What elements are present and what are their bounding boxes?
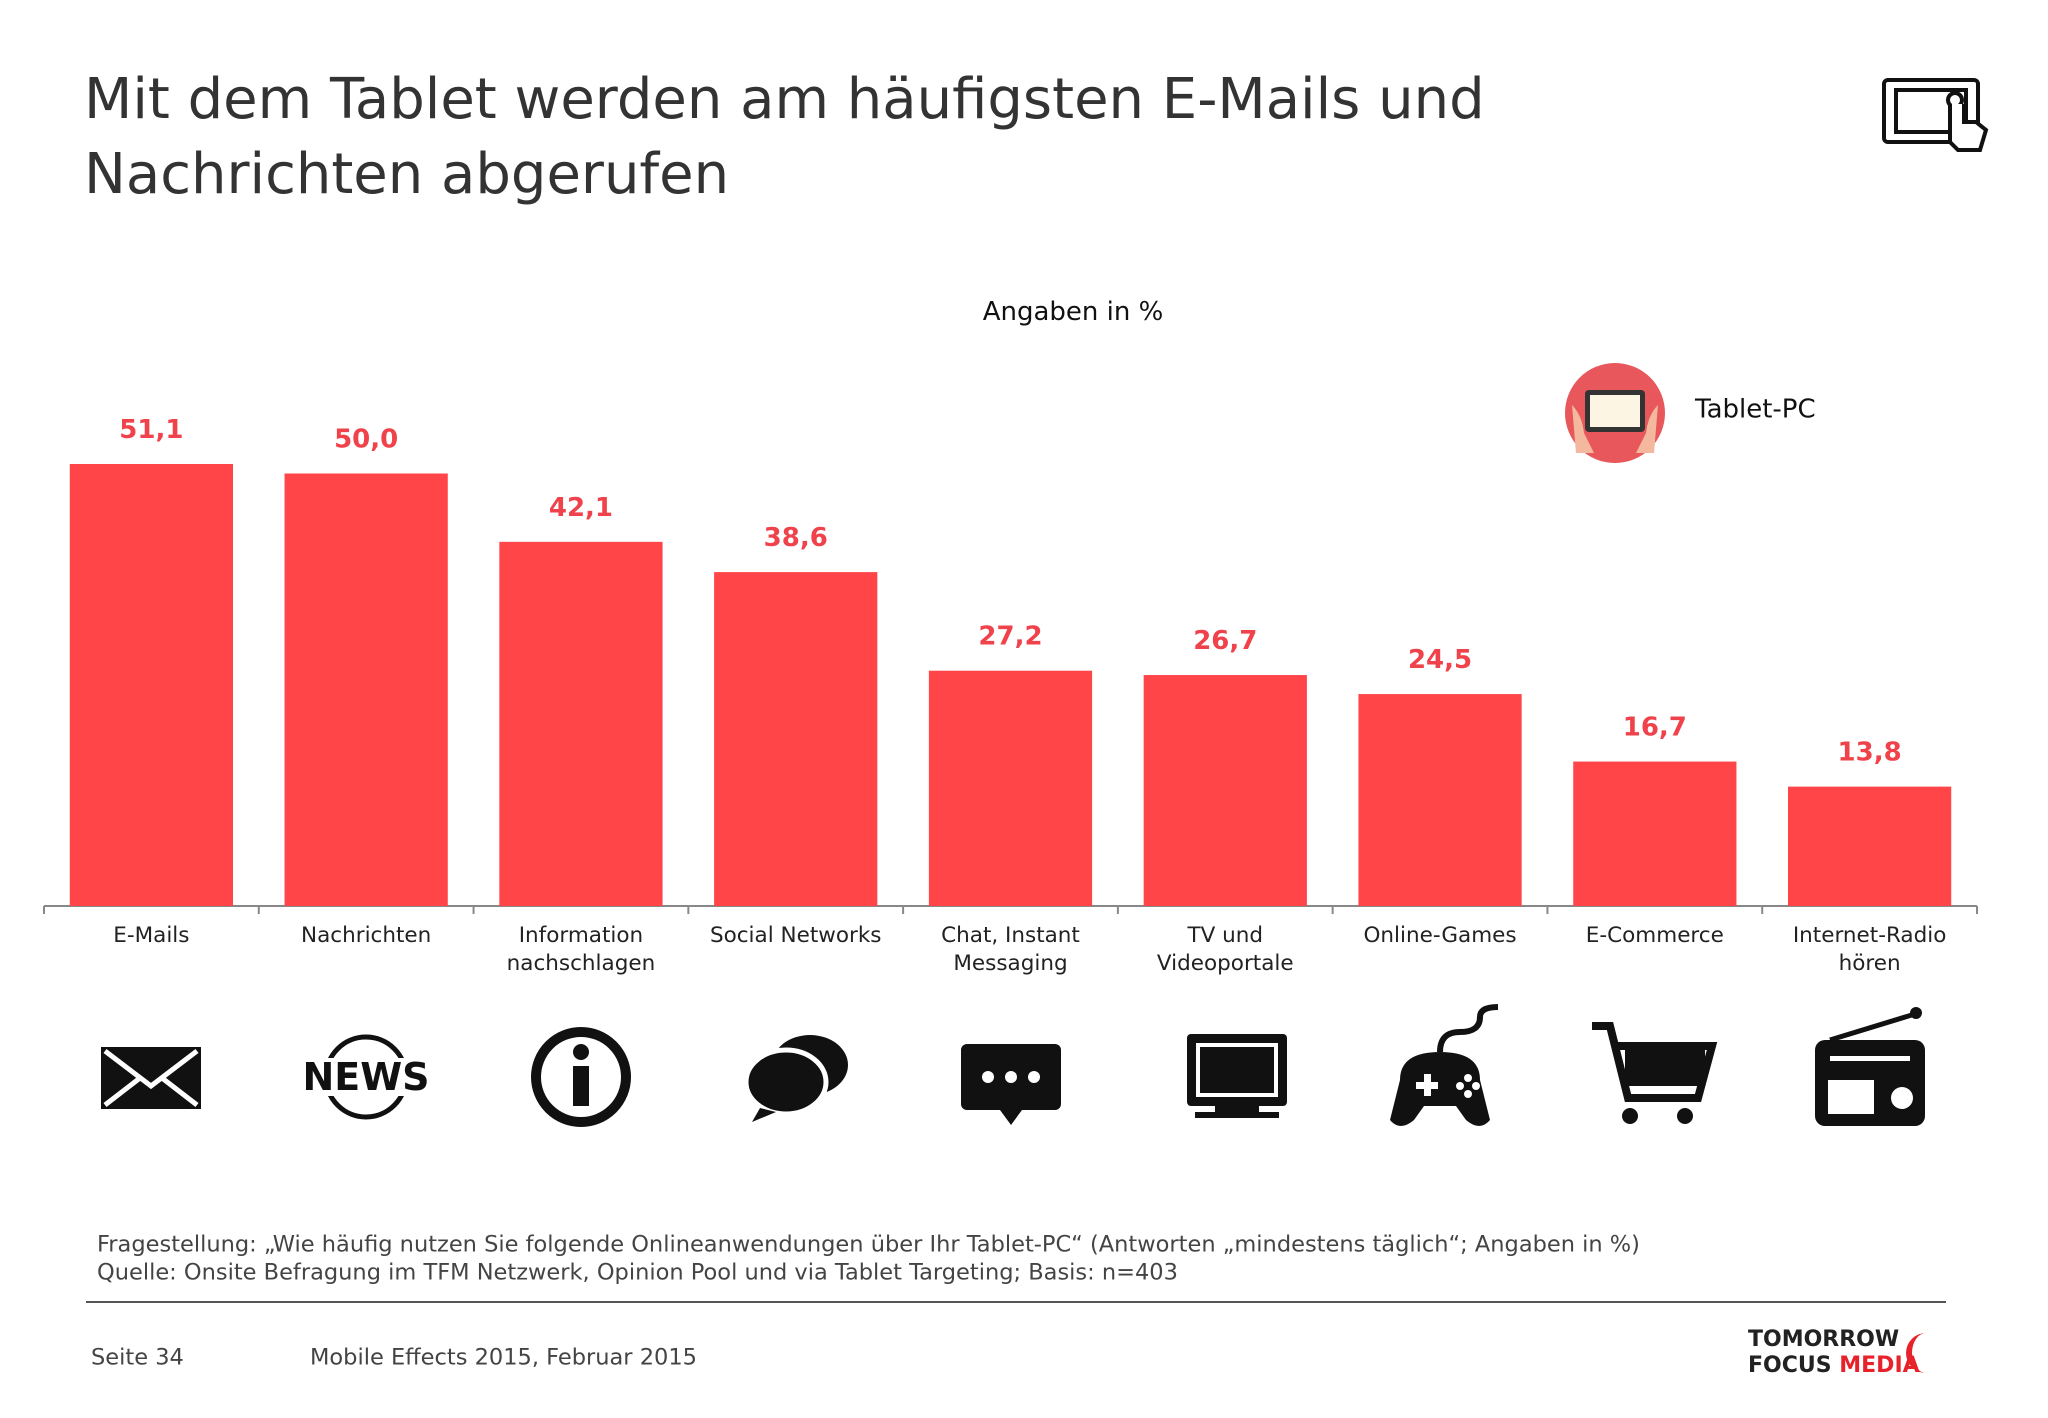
x-tick-label: TV und Videoportale <box>1156 923 1294 976</box>
x-tick-label: E-Commerce <box>1585 923 1724 948</box>
category-icons: NEWS <box>101 1004 1925 1127</box>
page-number: Seite 34 <box>91 1345 184 1371</box>
bar <box>1143 675 1307 906</box>
bar <box>928 670 1093 906</box>
x-tick-label: Social Networks <box>709 923 882 948</box>
value-label: 16,7 <box>1623 713 1687 743</box>
chart-title: Mit dem Tablet werden am häufigsten E-Ma… <box>84 67 1485 132</box>
chart-title: Nachrichten abgerufen <box>84 142 729 207</box>
x-tick-label: Nachrichten <box>301 923 432 948</box>
svg-text:NEWS: NEWS <box>302 1055 429 1099</box>
logo-text: MEDIA <box>1839 1353 1919 1378</box>
bar <box>499 541 663 906</box>
value-label: 38,6 <box>764 523 828 553</box>
header-icon <box>1882 78 1989 152</box>
x-tick-label: Internet-Radio hören <box>1792 923 1947 976</box>
logo-text: TOMORROW <box>1748 1327 1899 1352</box>
logo-text: FOCUS MEDIA <box>1748 1353 1920 1378</box>
value-label: 24,5 <box>1408 645 1472 675</box>
x-tick-label: E-Mails <box>113 923 190 948</box>
footnote: Quelle: Onsite Befragung im TFM Netzwerk… <box>97 1260 1178 1286</box>
value-label: 42,1 <box>549 493 613 523</box>
legend-label: Tablet-PC <box>1694 395 1816 425</box>
legend-icon <box>1565 363 1665 463</box>
value-label: 26,7 <box>1193 626 1257 656</box>
bar <box>1358 694 1522 906</box>
x-tick-label: Information nachschlagen <box>506 923 656 976</box>
footnote: Fragestellung: „Wie häufig nutzen Sie fo… <box>97 1232 1640 1258</box>
footer-source: Mobile Effects 2015, Februar 2015 <box>310 1345 697 1371</box>
bar <box>284 473 448 906</box>
value-label: 27,2 <box>978 622 1042 652</box>
value-label: 13,8 <box>1838 738 1902 768</box>
bar <box>714 572 878 906</box>
bar <box>69 463 234 906</box>
x-tick-label: Online-Games <box>1363 923 1517 948</box>
logo-text: FOCUS <box>1748 1353 1832 1378</box>
x-tick-label: Chat, Instant Messaging <box>941 923 1080 976</box>
bar <box>1573 761 1737 906</box>
subtitle: Angaben in % <box>983 297 1164 327</box>
value-label: 50,0 <box>334 425 398 455</box>
logo-mark <box>1906 1333 1926 1373</box>
bar <box>1787 786 1952 906</box>
value-label: 51,1 <box>119 415 183 445</box>
